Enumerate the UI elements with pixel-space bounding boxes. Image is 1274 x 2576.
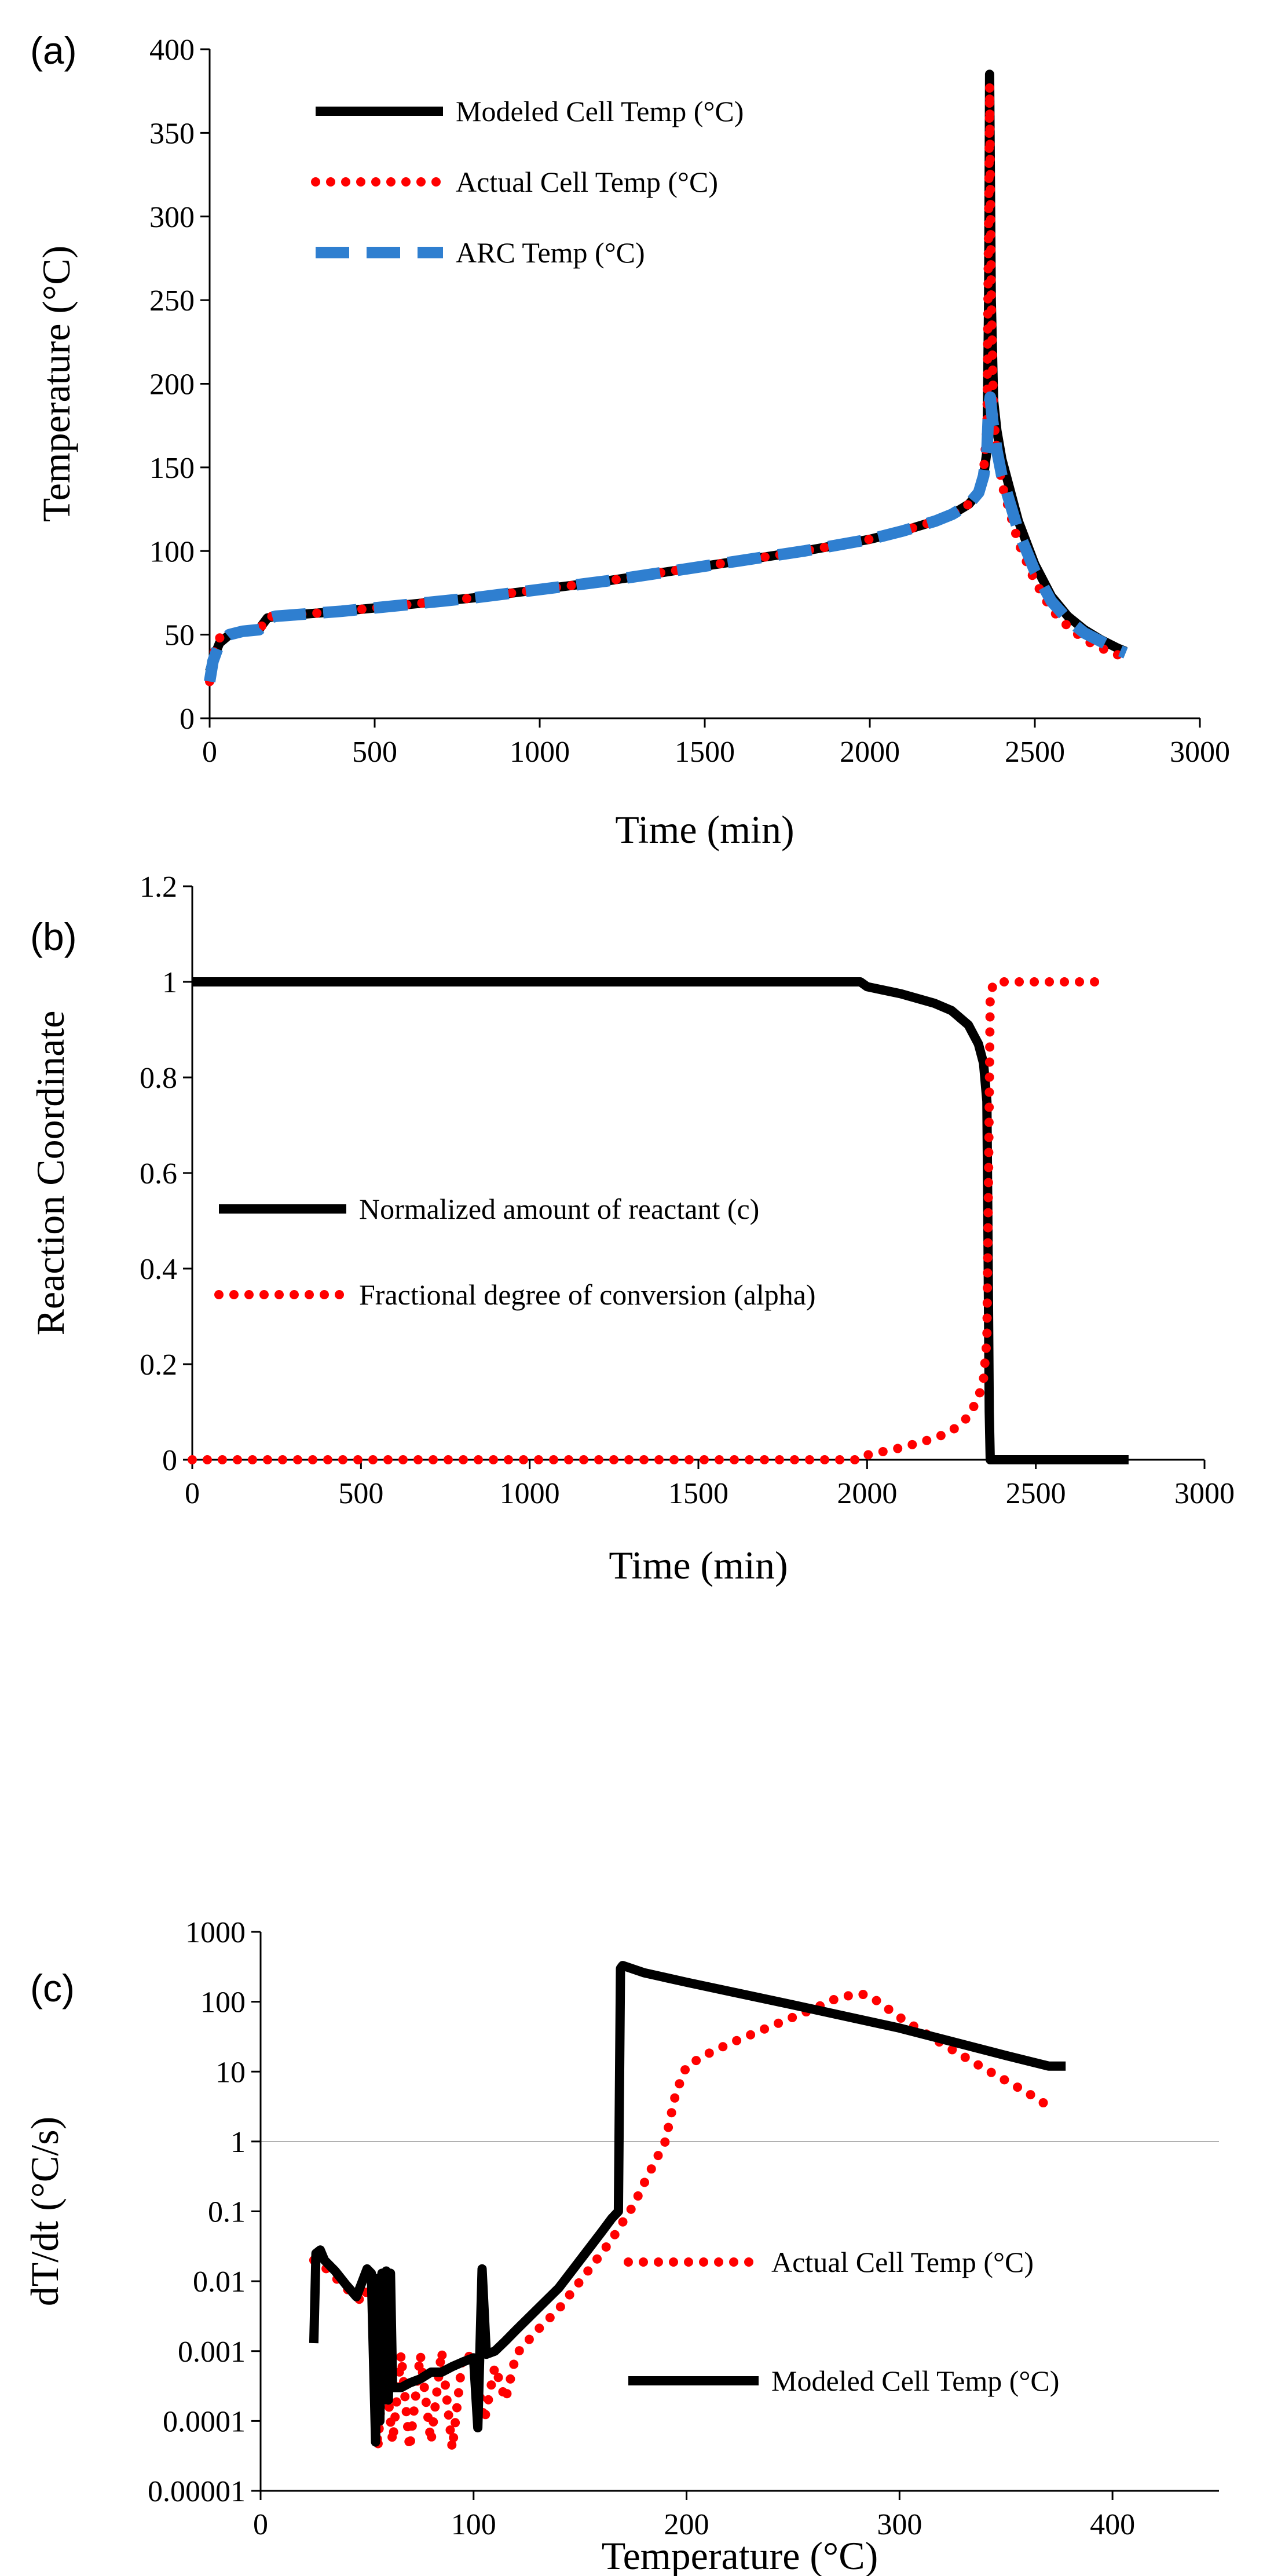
legend-label-1: Modeled Cell Temp (°C): [456, 95, 744, 127]
x-tick-label: 300: [877, 2508, 922, 2541]
y-tick-label: 0: [180, 703, 195, 736]
legend-label-1: Actual Cell Temp (°C): [771, 2246, 1034, 2278]
legend: Normalized amount of reactant (c) Fractio…: [214, 1193, 816, 1311]
y-tick-label: 50: [164, 619, 195, 652]
x-axis-title: Temperature (°C): [602, 2534, 878, 2576]
panel-a: (a) 0 500 1000 1500 2000 2500 3000 0 50 100 150 200 2…: [30, 29, 1230, 852]
series-line-2: [309, 1961, 1066, 2447]
x-tick-label: 1000: [510, 736, 570, 769]
y-tick-label: 0.1: [208, 2196, 246, 2229]
y-tick-label: 0.4: [140, 1253, 177, 1286]
y-tick-label: 400: [149, 34, 195, 67]
y-tick-label: 0.00001: [148, 2475, 246, 2508]
x-tick-label: 1500: [668, 1477, 728, 1510]
x-tick-label: 2000: [840, 736, 900, 769]
y-tick-label: 350: [149, 117, 195, 150]
y-tick-label: 0.6: [140, 1157, 177, 1190]
y-tick-label: 10: [215, 2056, 246, 2089]
series-line-1: [309, 1989, 1049, 2454]
panel-c: (c) 0 100 200 300 400 0.00001 0.0001 0.001 0.01 0.…: [23, 1916, 1219, 2576]
y-tick-label: 250: [149, 284, 195, 317]
x-tick-label: 2000: [837, 1477, 897, 1510]
y-tick-label: 100: [149, 535, 195, 568]
x-tick-label: 500: [338, 1477, 383, 1510]
y-tick-label: 150: [149, 452, 195, 485]
x-tick-label: 0: [253, 2508, 268, 2541]
x-tick-label: 400: [1090, 2508, 1135, 2541]
panel-label: (a): [30, 29, 77, 72]
legend-label-2: Fractional degree of conversion (alpha): [359, 1278, 816, 1311]
x-tick-label: 2500: [1006, 1477, 1066, 1510]
legend-label-1: Normalized amount of reactant (c): [359, 1193, 759, 1225]
series-line-1: [192, 977, 1129, 1464]
x-tick-label: 100: [451, 2508, 496, 2541]
x-axis-title: Time (min): [609, 1543, 788, 1587]
x-tick-label: 3000: [1174, 1477, 1235, 1510]
y-tick-label: 1: [162, 966, 177, 999]
x-tick-label: 200: [664, 2508, 709, 2541]
x-tick-label: 500: [352, 736, 397, 769]
legend-label-3: ARC Temp (°C): [456, 236, 645, 269]
y-tick-label: 1: [230, 2126, 246, 2159]
legend-label-2: Actual Cell Temp (°C): [456, 166, 718, 198]
y-tick-label: 0.0001: [163, 2405, 246, 2438]
x-tick-label: 0: [185, 1477, 200, 1510]
y-tick-label: 0.001: [178, 2336, 246, 2369]
y-tick-label: 0.2: [140, 1349, 177, 1382]
y-tick-label: 200: [149, 368, 195, 401]
legend-label-2: Modeled Cell Temp (°C): [771, 2365, 1059, 2397]
series-line-2: [188, 977, 1108, 1464]
y-tick-label: 1.2: [140, 871, 177, 904]
y-tick-label: 0: [162, 1444, 177, 1477]
y-tick-label: 300: [149, 201, 195, 234]
panel-label: (c): [30, 1967, 75, 2009]
x-tick-label: 1500: [675, 736, 735, 769]
x-tick-label: 1000: [500, 1477, 560, 1510]
x-tick-label: 2500: [1005, 736, 1065, 769]
legend: Actual Cell Temp (°C) Modeled Cell Temp (…: [624, 2246, 1059, 2397]
x-tick-label: 3000: [1170, 736, 1230, 769]
y-tick-label: 0.01: [193, 2266, 246, 2299]
series-line-3: [204, 391, 1128, 683]
y-axis-title: Temperature (°C): [34, 246, 78, 522]
legend: Modeled Cell Temp (°C) Actual Cell Temp (…: [311, 95, 744, 269]
y-axis-title: Reaction Coordinate: [28, 1011, 72, 1336]
x-axis-title: Time (min): [615, 807, 794, 852]
y-axis-title: dT/dt (°C/s): [23, 2117, 67, 2307]
panel-label: (b): [30, 915, 77, 958]
y-tick-label: 0.8: [140, 1062, 177, 1095]
panel-b: (b) 0 500 1000 1500 2000 2500 3000 0 0.2 0.4 0.6 0.8…: [28, 871, 1235, 1587]
x-tick-label: 0: [202, 736, 217, 769]
y-tick-label: 1000: [185, 1916, 246, 1949]
y-tick-label: 100: [200, 1986, 246, 2019]
